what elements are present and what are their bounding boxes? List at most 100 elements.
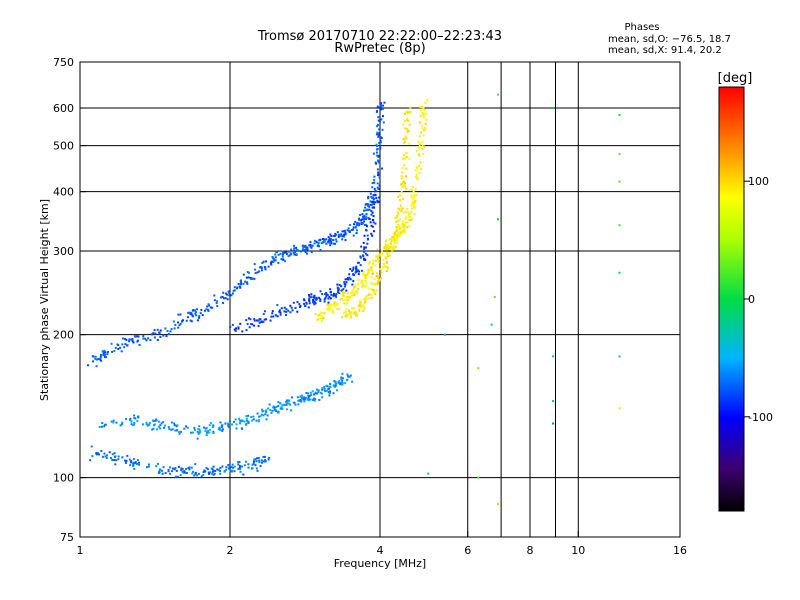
echo-point bbox=[255, 457, 258, 460]
echo-point bbox=[177, 321, 180, 324]
echo-point bbox=[371, 296, 374, 299]
echo-point bbox=[202, 471, 205, 474]
echo-point bbox=[317, 391, 320, 394]
echo-point bbox=[288, 400, 291, 403]
echo-point bbox=[195, 311, 198, 314]
echo-point bbox=[284, 251, 287, 254]
echo-point bbox=[305, 301, 308, 304]
echo-point bbox=[221, 428, 224, 431]
echo-point bbox=[299, 395, 302, 398]
echo-point bbox=[364, 299, 367, 302]
echo-point bbox=[362, 281, 365, 284]
echo-point bbox=[361, 222, 364, 225]
echo-point bbox=[211, 470, 214, 473]
echo-point bbox=[145, 339, 148, 342]
echo-point bbox=[233, 286, 236, 289]
echo-point bbox=[207, 471, 210, 474]
echo-point bbox=[137, 416, 140, 419]
echo-point bbox=[396, 216, 399, 219]
echo-point bbox=[400, 190, 403, 193]
echo-point bbox=[192, 470, 195, 473]
echo-point bbox=[401, 157, 404, 160]
echo-point bbox=[344, 239, 347, 242]
echo-point bbox=[147, 337, 150, 340]
echo-point bbox=[111, 350, 114, 353]
echo-point bbox=[378, 128, 381, 131]
y-tick-label: 500 bbox=[53, 140, 74, 153]
echo-point bbox=[354, 220, 357, 223]
echo-point bbox=[354, 291, 357, 294]
echo-point bbox=[161, 472, 164, 475]
echo-point bbox=[253, 319, 256, 322]
echo-point bbox=[197, 472, 200, 475]
echo-point bbox=[396, 234, 399, 237]
echo-point bbox=[162, 421, 165, 424]
echo-point bbox=[321, 396, 324, 399]
echo-point bbox=[367, 262, 370, 265]
echo-point bbox=[253, 277, 256, 280]
echo-point bbox=[174, 324, 177, 327]
echo-point bbox=[190, 466, 193, 469]
echo-point bbox=[103, 349, 106, 352]
echo-point bbox=[137, 335, 140, 338]
echo-point bbox=[203, 309, 206, 312]
echo-point bbox=[349, 316, 352, 319]
echo-point bbox=[302, 398, 305, 401]
echo-point bbox=[321, 241, 324, 244]
y-axis-label: Stationary phase Virtual Height [km] bbox=[38, 199, 51, 401]
echo-point bbox=[156, 428, 159, 431]
echo-point bbox=[344, 314, 347, 317]
echo-point bbox=[364, 297, 367, 300]
x-axis-label: Frequency [MHz] bbox=[334, 557, 426, 570]
echo-point bbox=[285, 404, 288, 407]
echo-point bbox=[175, 469, 178, 472]
echo-point bbox=[174, 429, 177, 432]
echo-point bbox=[376, 254, 379, 257]
echo-point bbox=[357, 261, 360, 264]
echo-point bbox=[241, 330, 244, 333]
echo-point bbox=[153, 336, 156, 339]
echo-point bbox=[378, 279, 381, 282]
echo-point bbox=[329, 382, 332, 385]
echo-point bbox=[376, 148, 379, 151]
echo-point bbox=[418, 143, 421, 146]
echo-point bbox=[401, 225, 404, 228]
echo-point bbox=[424, 127, 427, 130]
echo-point bbox=[365, 275, 368, 278]
echo-point bbox=[346, 313, 349, 316]
echo-point bbox=[326, 385, 329, 388]
echo-point bbox=[375, 162, 378, 165]
echo-point bbox=[285, 251, 288, 254]
echo-point bbox=[385, 251, 388, 254]
echo-point bbox=[367, 205, 370, 208]
phases-box: Phases mean, sd,O: −76.5, 18.7 mean, sd,… bbox=[608, 22, 731, 56]
echo-point bbox=[177, 326, 180, 329]
echo-point bbox=[225, 466, 228, 469]
echo-point bbox=[284, 260, 287, 263]
echo-point bbox=[205, 308, 208, 311]
echo-point bbox=[267, 407, 270, 410]
echo-point bbox=[150, 333, 153, 336]
echo-point bbox=[365, 284, 368, 287]
echo-point bbox=[367, 195, 370, 198]
echo-point bbox=[246, 282, 249, 285]
echo-point bbox=[218, 468, 221, 471]
echo-point bbox=[377, 258, 380, 261]
echo-point bbox=[395, 220, 398, 223]
echo-point bbox=[310, 296, 313, 299]
echo-point bbox=[353, 292, 356, 295]
echo-point bbox=[378, 176, 381, 179]
echo-point bbox=[382, 262, 385, 265]
echo-point bbox=[371, 269, 374, 272]
echo-point bbox=[414, 188, 417, 191]
echo-point bbox=[343, 283, 346, 286]
chart-title: Tromsø 20170710 22:22:00–22:23:43 bbox=[257, 29, 502, 44]
echo-point bbox=[393, 241, 396, 244]
echo-point bbox=[262, 460, 265, 463]
echo-point bbox=[552, 422, 555, 425]
echo-point bbox=[144, 337, 147, 340]
echo-point bbox=[192, 315, 195, 318]
echo-point bbox=[128, 338, 131, 341]
echo-point bbox=[423, 145, 426, 148]
echo-point bbox=[132, 458, 135, 461]
